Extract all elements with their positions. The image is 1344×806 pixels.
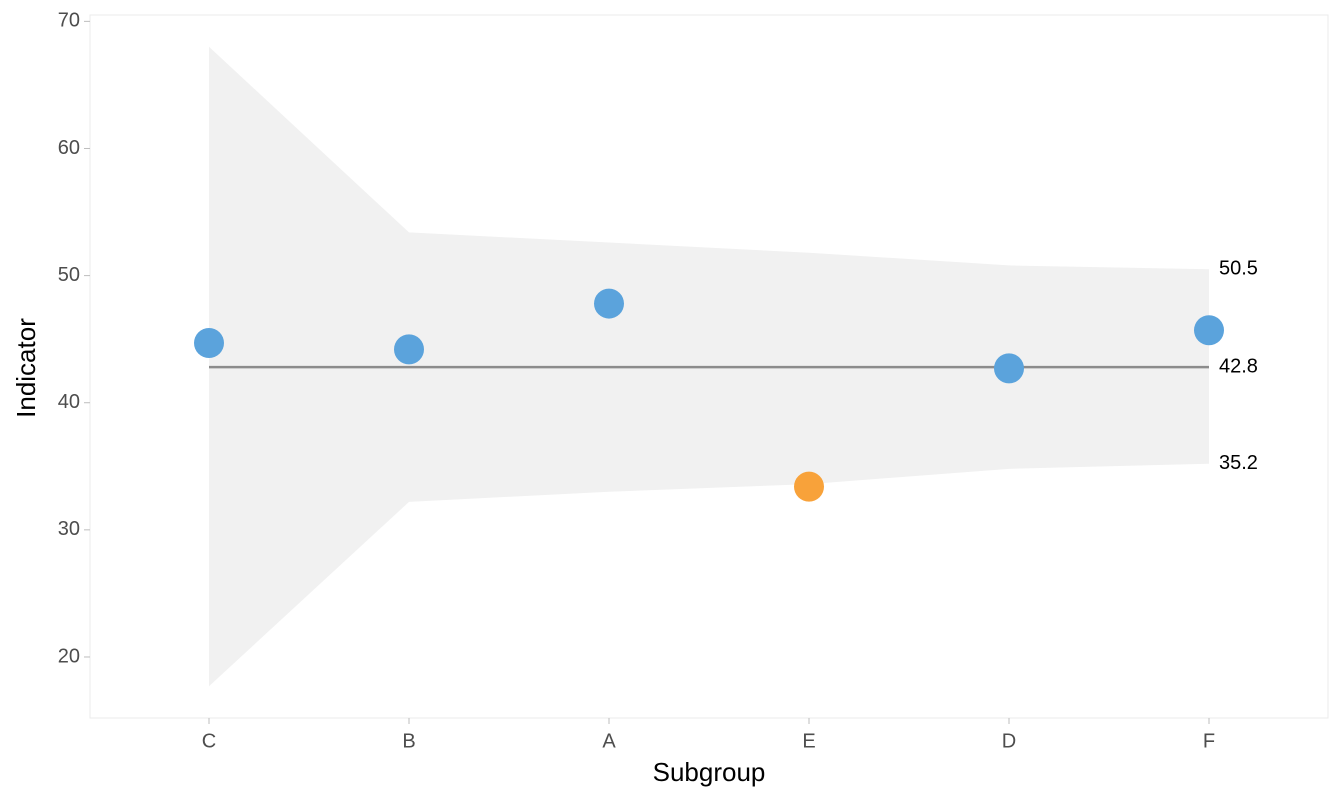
x-tick-label: A: [602, 730, 616, 752]
x-tick-label: F: [1203, 730, 1215, 752]
x-tick-label: D: [1002, 730, 1016, 752]
point: [194, 327, 224, 358]
x-tick-label: C: [202, 730, 216, 752]
y-axis-title: Indicator: [11, 318, 41, 418]
y-tick-label: 40: [58, 391, 80, 413]
y-tick-label: 60: [58, 137, 80, 159]
y-tick-label: 70: [58, 10, 80, 32]
y-tick-label: 50: [58, 264, 80, 286]
y-tick-label: 30: [58, 518, 80, 540]
upper-label: 50.5: [1219, 258, 1258, 280]
x-tick-label: B: [402, 730, 415, 752]
point: [394, 334, 424, 365]
x-axis-title: Subgroup: [653, 757, 766, 787]
lower-label: 35.2: [1219, 452, 1258, 474]
mean-label: 42.8: [1219, 355, 1258, 377]
point: [1194, 315, 1224, 346]
point: [994, 353, 1024, 384]
y-tick-label: 20: [58, 645, 80, 667]
x-tick-label: E: [802, 730, 815, 752]
point: [794, 471, 824, 502]
point: [594, 288, 624, 319]
